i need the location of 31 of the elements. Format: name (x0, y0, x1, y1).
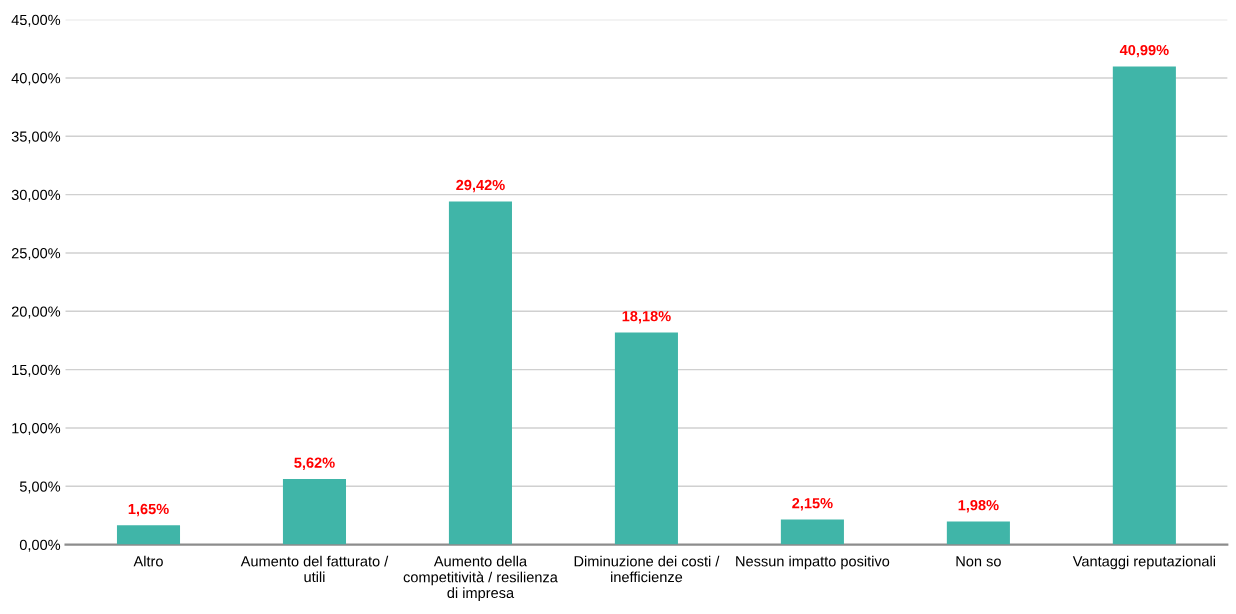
bar (282, 479, 347, 545)
bar (780, 519, 844, 545)
data-label: 1,65% (128, 503, 169, 517)
data-label: 1,98% (958, 499, 999, 513)
y-tick-label: 25,00% (11, 248, 61, 261)
y-tick-label: 40,00% (11, 73, 61, 86)
data-label: 5,62% (294, 457, 335, 470)
x-tick-label: Aumento della competitività / resilienza di impresa (403, 555, 558, 601)
x-tick-label: Vantaggi reputazionali (1072, 555, 1215, 570)
bar (1112, 66, 1176, 545)
data-label: 2,15% (792, 497, 833, 511)
data-label: 40,99% (1119, 44, 1169, 58)
data-label: 29,42% (456, 179, 505, 193)
x-tick-label: Aumento del fatturato / utili (240, 555, 389, 583)
y-tick-label: 35,00% (11, 131, 61, 144)
y-tick-label: 15,00% (12, 364, 61, 377)
x-tick-label: Non so (956, 556, 1001, 567)
y-tick-label: 10,00% (12, 423, 61, 436)
y-tick-label: 0,00% (19, 539, 61, 552)
y-tick-label: 20,00% (11, 306, 61, 319)
x-tick-label: Diminuzione dei costi / inefficienze (574, 555, 720, 583)
x-tick-label: Altro (133, 555, 163, 567)
y-tick-label: 5,00% (19, 481, 61, 494)
x-tick-label: Nessun impatto positivo (736, 555, 890, 570)
bar (614, 332, 678, 545)
bar (116, 525, 181, 545)
bar (946, 521, 1010, 545)
y-tick-label: 30,00% (11, 189, 61, 202)
bar (448, 201, 512, 545)
y-tick-label: 45,00% (11, 14, 61, 27)
data-label: 18,18% (622, 310, 671, 324)
